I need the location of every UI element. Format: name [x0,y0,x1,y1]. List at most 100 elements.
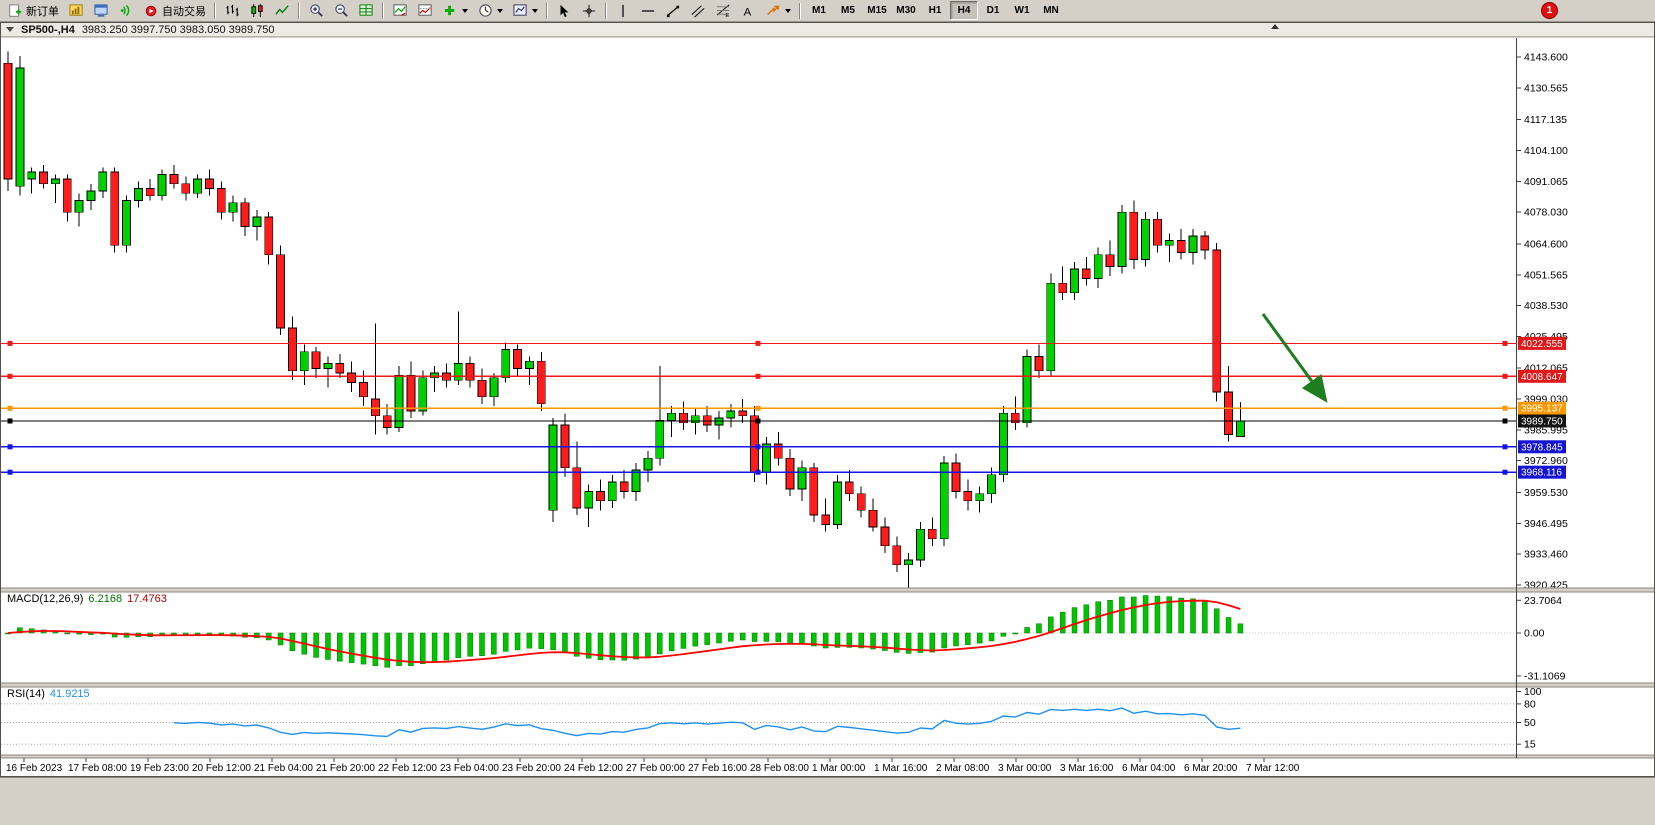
horizontal-line-button[interactable] [636,0,660,21]
candle-down [181,183,191,194]
candle-up [489,377,499,398]
candle-down [145,188,155,197]
period-button[interactable] [473,0,507,21]
macd-signal-value: 17.4763 [127,593,167,605]
new-order-button[interactable]: 新订单 [3,0,63,21]
macd-histogram-bar [1131,596,1137,634]
trend-arrow[interactable] [1261,313,1328,403]
candle-down [809,467,819,516]
candle-down [868,509,878,528]
horizontal-line[interactable]: 3989.750 [1,414,1566,428]
bar-chart-mode-button[interactable] [220,0,244,21]
vertical-line-button[interactable] [611,0,635,21]
chart-collapse-arrow-icon[interactable] [1271,24,1279,29]
candle-down [1153,218,1162,246]
horizontal-line[interactable]: 4008.647 [1,369,1566,383]
signals-button[interactable] [114,0,138,21]
candle-up [501,349,511,379]
arrows-tool-button[interactable] [761,0,795,21]
timeframe-m1-button[interactable]: M1 [805,1,833,20]
panel-splitter[interactable] [0,588,1655,592]
svg-text:1 Mar 16:00: 1 Mar 16:00 [874,763,928,774]
crosshair-icon [581,3,597,19]
svg-text:6 Mar 04:00: 6 Mar 04:00 [1122,763,1176,774]
macd-histogram-bar [1059,611,1066,634]
candle-up [1141,218,1150,260]
macd-histogram-bar [76,632,82,635]
autotrading-button[interactable]: 自动交易 [139,0,210,21]
cursor-button[interactable] [552,0,576,21]
market-watch-button[interactable] [89,0,113,21]
crosshair-button[interactable] [577,0,601,21]
macd-histogram-bar [1178,597,1184,634]
svg-text:28 Feb 08:00: 28 Feb 08:00 [750,763,809,774]
channel-button[interactable] [686,0,710,21]
candle-down [927,528,937,540]
chevron-down-icon [785,8,791,13]
horizontal-line[interactable]: 3995.137 [1,401,1566,415]
vertical-line-icon [615,3,631,19]
svg-text:3959.530: 3959.530 [1524,487,1568,499]
timeframe-h1-button[interactable]: H1 [921,1,949,20]
macd-histogram-bar [1225,617,1232,634]
candle-up [122,199,131,246]
macd-histogram-bar [1142,595,1149,634]
notification-badge[interactable]: 1 [1541,2,1558,19]
candle-down [39,171,48,185]
macd-histogram-bar [348,632,355,663]
templates-button[interactable] [508,0,542,21]
svg-text:23 Feb 04:00: 23 Feb 04:00 [440,763,499,774]
horizontal-line[interactable]: 4022.555 [1,336,1566,350]
line-chart-mode-button[interactable] [270,0,294,21]
panel-splitter[interactable] [0,683,1655,687]
candle-down [240,202,250,227]
tile-windows-button[interactable] [354,0,378,21]
candlestick-mode-button[interactable] [245,0,269,21]
candle-up [726,410,736,419]
svg-text:80: 80 [1524,698,1536,710]
horizontal-line[interactable]: 3968.116 [1,465,1566,479]
horizontal-line[interactable]: 3978.845 [1,440,1566,454]
zoom-out-button[interactable] [329,0,353,21]
candle-up [939,462,949,540]
candle-up [394,375,404,428]
toolbar-separator [799,2,801,19]
text-icon: A [740,3,756,19]
candle-up [1188,235,1198,253]
chevron-down-icon [532,8,538,13]
macd-histogram-bar [408,632,414,666]
indicator-window-button[interactable] [388,0,412,21]
timeframe-d1-button[interactable]: D1 [979,1,1007,20]
price-line-label [1518,369,1566,383]
timeframe-mn-button[interactable]: MN [1037,1,1065,20]
equidistant-channel-icon [690,3,706,19]
timeframe-h4-button[interactable]: H4 [950,1,978,20]
rsi-line [173,707,1241,738]
chevron-down-icon[interactable] [6,27,14,32]
trendline-button[interactable] [661,0,685,21]
new-chart-button[interactable] [64,0,88,21]
svg-text:3995.137: 3995.137 [1521,404,1563,415]
timeframe-m15-button[interactable]: M15 [863,1,891,20]
fibonacci-button[interactable]: E [711,0,735,21]
timeframe-m30-button[interactable]: M30 [892,1,920,20]
timeframe-m5-button[interactable]: M5 [834,1,862,20]
panel-splitter[interactable] [0,755,1655,758]
macd-signal-line [7,599,1241,664]
zoom-in-button[interactable] [304,0,328,21]
rsi-label: RSI(14) 41.9215 [7,688,90,700]
timeframe-w1-button[interactable]: W1 [1008,1,1036,20]
add-indicator-button[interactable] [438,0,472,21]
zoom-in-icon [308,3,324,19]
text-tool-button[interactable]: A [736,0,760,21]
svg-text:21 Feb 04:00: 21 Feb 04:00 [254,763,313,774]
indicator-list-button[interactable] [413,0,437,21]
macd-panel[interactable]: 23.7064 0.00 -31.1069 [1,595,1566,683]
time-axis[interactable]: 16 Feb 2023 17 Feb 08:00 19 Feb 23:00 20 Fe… [6,758,1300,774]
candle-down [513,349,522,369]
svg-text:23 Feb 20:00: 23 Feb 20:00 [502,763,561,774]
macd-histogram-bar [1213,608,1220,634]
svg-text:50: 50 [1524,717,1536,729]
